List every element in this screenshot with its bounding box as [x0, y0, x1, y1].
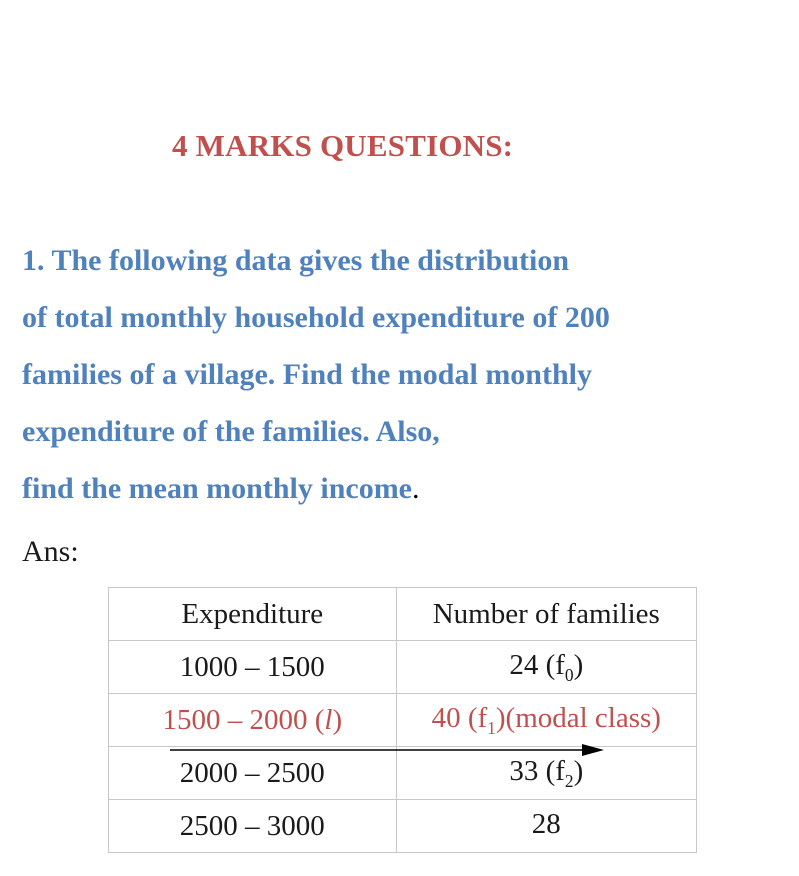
question-line-last: find the mean monthly income.	[22, 472, 420, 506]
question-line: of total monthly household expenditure o…	[22, 301, 610, 334]
section-heading: 4 MARKS QUESTIONS:	[172, 128, 514, 163]
question-line: expenditure of the families. Also,	[22, 415, 440, 448]
frequency-cell: 24 (f0)	[395, 640, 698, 694]
class-interval-cell: 1000 – 1500	[108, 640, 397, 694]
frequency-subscript: 1	[487, 717, 496, 738]
class-interval-cell: 2500 – 3000	[108, 799, 397, 853]
class-interval-close: )	[332, 703, 343, 736]
frequency-cell: 40 (f1)(modal class)	[395, 693, 698, 747]
class-interval-cell: 1500 – 2000 (l)	[108, 693, 397, 747]
frequency-cell: 33 (f2)	[395, 746, 698, 800]
frequency-subscript: 2	[564, 770, 574, 791]
answer-label: Ans:	[22, 535, 79, 568]
question-line: 1. The following data gives the distribu…	[22, 244, 570, 277]
frequency-text: 24 (f	[509, 648, 565, 681]
question-period: .	[412, 472, 420, 505]
class-interval-text: 1500 – 2000 (	[162, 703, 325, 736]
frequency-cell: 28	[395, 799, 698, 853]
question-line: families of a village. Find the modal mo…	[22, 358, 592, 391]
table-row: 1000 – 1500 24 (f0)	[108, 640, 698, 694]
frequency-text: 40 (f	[431, 701, 488, 734]
table-row-modal: 1500 – 2000 (l) 40 (f1)(modal class)	[108, 693, 698, 747]
table-row: 2500 – 3000 28	[108, 799, 698, 853]
right-arrow-icon	[170, 744, 604, 756]
frequency-text: 33 (f	[509, 754, 565, 787]
class-interval-cell: 2000 – 2500	[108, 746, 397, 800]
frequency-tail: )	[573, 754, 584, 787]
column-header-families: Number of families	[395, 587, 698, 641]
question-text: find the mean monthly income	[22, 472, 412, 505]
lower-limit-symbol: l	[324, 703, 333, 736]
column-header-expenditure: Expenditure	[108, 587, 397, 641]
table-header-row: Expenditure Number of families	[108, 587, 698, 641]
frequency-tail: )(modal class)	[495, 701, 661, 734]
frequency-table: Expenditure Number of families 1000 – 15…	[108, 587, 698, 853]
frequency-tail: )	[573, 648, 584, 681]
frequency-subscript: 0	[564, 664, 574, 685]
table-row: 2000 – 2500 33 (f2)	[108, 746, 698, 800]
frequency-text: 28	[531, 807, 561, 840]
